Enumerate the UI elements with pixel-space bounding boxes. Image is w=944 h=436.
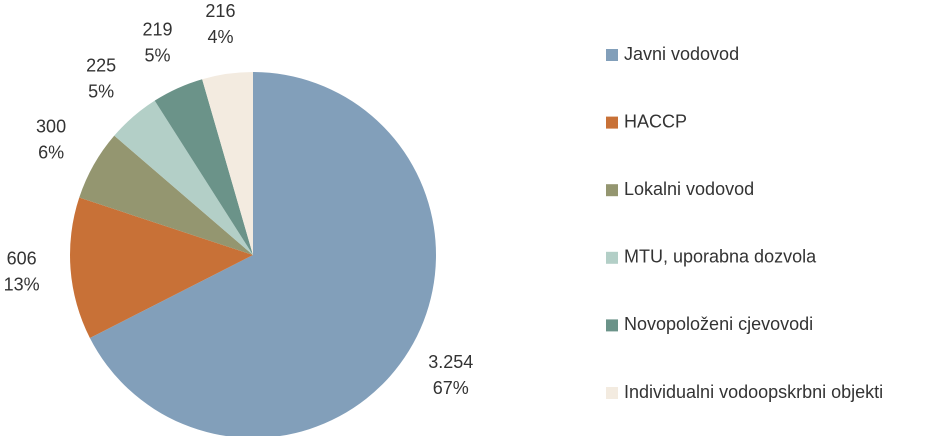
legend-label: Javni vodovod [624,44,739,64]
percent-label: 5% [144,45,170,65]
pie-slice [79,135,253,255]
legend-swatch [606,116,618,129]
value-label: 216 [205,1,235,21]
percent-label: 4% [207,27,233,47]
legend-swatch [606,319,618,332]
legend-swatch [606,251,618,264]
legend-swatch [606,184,618,197]
legend-swatch [606,49,618,61]
value-label: 300 [36,117,66,137]
pie-slice [89,72,436,436]
legend-label: Novopoloženi cjevovodi [624,314,813,334]
percent-label: 5% [88,81,114,101]
legend-label: Lokalni vodovod [624,179,754,199]
value-label: 225 [86,55,116,75]
value-label: 219 [142,19,172,39]
pie-slice [114,100,254,255]
percent-label: 67% [433,378,469,398]
legend-label: MTU, uporabna dozvola [624,247,817,267]
percent-label: 13% [4,274,40,294]
pie-slice [154,79,253,255]
legend-swatch [606,387,618,399]
value-label: 3.254 [428,352,473,372]
pie-slice [69,197,253,338]
legend-label: Individualni vodoopskrbni objekti [624,382,883,402]
legend-label: HACCP [624,111,687,131]
percent-label: 6% [38,143,64,163]
pie-slice [202,72,253,255]
value-label: 606 [7,248,37,268]
